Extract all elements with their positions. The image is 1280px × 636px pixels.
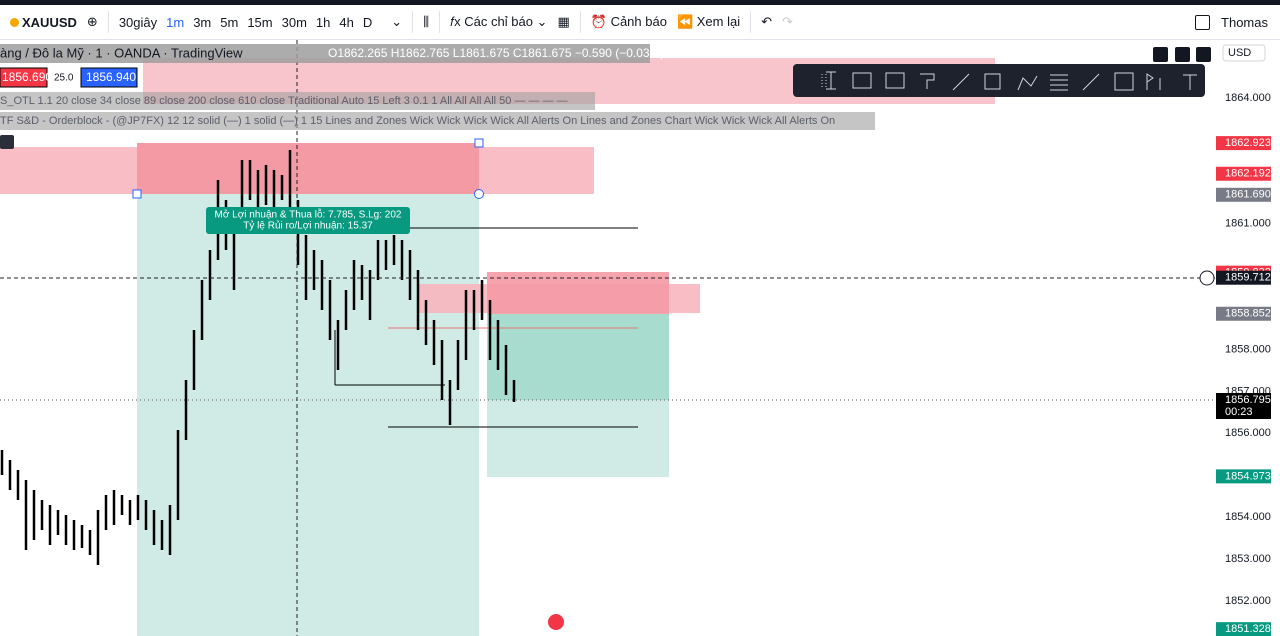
price-label: 1864.000 — [1225, 92, 1271, 104]
price-badge-text: 1854.973 — [1225, 470, 1271, 482]
handle[interactable] — [132, 189, 142, 199]
axis-button[interactable] — [1153, 47, 1168, 62]
sell-price: 1856.690 — [2, 70, 52, 84]
price-badge-text: 1861.690 — [1225, 189, 1271, 201]
indicator-bg — [0, 112, 875, 130]
layouts[interactable]: ▦ — [557, 14, 570, 29]
interval[interactable]: 4h — [339, 14, 354, 30]
interval[interactable]: 15m — [247, 14, 273, 30]
interval[interactable]: 30giây — [118, 14, 158, 30]
checkbox[interactable] — [1195, 14, 1210, 30]
collapse-button[interactable] — [0, 135, 14, 149]
indicator-bg — [0, 92, 595, 110]
alerts-button[interactable]: ⏰ Cảnh báo — [590, 14, 667, 29]
buy-price: 1856.940 — [86, 70, 136, 84]
indicators-text: Các chỉ báo — [464, 14, 533, 29]
price-axis — [1215, 40, 1280, 636]
price-badge-text: 1851.328 — [1225, 623, 1271, 635]
redo[interactable]: ↷ — [782, 14, 793, 29]
replay-button[interactable]: ⏪ Xem lại — [676, 14, 741, 29]
price-badge — [1216, 306, 1271, 321]
target-zone — [487, 400, 669, 477]
axis-button[interactable] — [1196, 47, 1211, 62]
event-flag[interactable] — [548, 614, 564, 630]
alerts-text: Cảnh báo — [610, 14, 667, 29]
target-zone — [137, 194, 479, 636]
stop-zone — [487, 272, 669, 314]
symbol[interactable]: XAUUSD — [10, 15, 77, 30]
currency: USD — [1228, 47, 1251, 59]
handle[interactable] — [474, 189, 484, 199]
drawing-tools[interactable] — [821, 71, 1197, 91]
price-badge — [1216, 166, 1271, 181]
position-label-box — [206, 207, 410, 234]
buy-button[interactable] — [80, 67, 138, 88]
interval[interactable]: 3m — [193, 14, 212, 30]
stop-zone — [137, 143, 479, 194]
legend-bg — [0, 44, 650, 63]
axis-button[interactable] — [1175, 47, 1190, 62]
currency-button[interactable] — [1222, 44, 1266, 62]
indicator-legend[interactable]: TF S&D - Orderblock - (@JP7FX) 12 12 sol… — [0, 115, 835, 127]
price-badge — [1216, 136, 1271, 151]
crosshair-plus[interactable] — [1199, 270, 1215, 286]
countdown: 00:23 — [1225, 406, 1253, 418]
price-label: 1858.000 — [1225, 343, 1271, 355]
top-toolbar: XAUUSD ⊕ 30giây 1m 3m 5m 15m 30m 1h 4h D ⌄ ⫼ 𝑓x … — [0, 0, 1280, 40]
interval[interactable]: 1m — [166, 14, 185, 30]
user-name[interactable]: Thomas — [1221, 14, 1268, 30]
interval[interactable]: 5m — [220, 14, 239, 30]
sell-button[interactable] — [0, 67, 48, 88]
symbol-text: XAUUSD — [22, 14, 77, 30]
price-badge — [1216, 469, 1271, 484]
interval[interactable]: 30m — [281, 14, 307, 30]
interval-menu[interactable]: ⌄ — [391, 14, 403, 29]
replay-text: Xem lại — [696, 14, 741, 29]
price-badge-text: 1862.192 — [1225, 168, 1271, 180]
drawing-toolbar — [793, 64, 1205, 97]
price-badge-text: 1859.712 — [1225, 272, 1271, 284]
legend-ohlc: O1862.265 H1862.765 L1861.675 C1861.675 … — [328, 46, 664, 60]
undo[interactable]: ↶ — [761, 14, 773, 29]
position-label: Tỷ lệ Rủi ro/Lợi nhuận: 15.37 — [243, 220, 373, 232]
handle[interactable] — [474, 138, 484, 148]
chart-type[interactable]: ⫼ — [423, 14, 430, 29]
price-badge-text: 1862.923 — [1225, 137, 1271, 149]
legend-title: àng / Đô la Mỹ · 1 · OANDA · TradingView — [0, 45, 243, 60]
chart: Mở Lợi nhuận & Thua lỗ: 7.785, S.Lg: 202… — [0, 40, 1280, 636]
price-label: 1853.000 — [1225, 553, 1271, 565]
price-badge-text: 1858.852 — [1225, 308, 1271, 320]
price-label: 1854.000 — [1225, 511, 1271, 523]
interval[interactable]: D — [362, 14, 373, 30]
indicator-legend[interactable]: S_OTL 1.1 20 close 34 close 89 close 200… — [0, 95, 568, 107]
position-label: Mở Lợi nhuận & Thua lỗ: 7.785, S.Lg: 202 — [215, 208, 402, 221]
add-symbol[interactable]: ⊕ — [86, 14, 98, 29]
price-badge — [1216, 622, 1271, 636]
indicators-button[interactable]: 𝑓x Các chỉ báo ⌄ — [450, 14, 548, 29]
price-badge — [1216, 187, 1271, 202]
price-label: 1861.000 — [1225, 218, 1271, 230]
price-badge — [1216, 270, 1271, 285]
spread: 25.0 — [54, 73, 74, 84]
interval-list: 30giây 1m 3m 5m 15m 30m 1h 4h D — [119, 15, 381, 30]
interval[interactable]: 1h — [315, 14, 331, 30]
price-badge — [1216, 392, 1271, 419]
price-label: 1852.000 — [1225, 595, 1271, 607]
price-axis-labels: 1864.0001861.0001858.0001857.0001856.000… — [1216, 92, 1271, 636]
price-badge-text: 1856.795 — [1225, 394, 1271, 406]
price-label: 1856.000 — [1225, 427, 1271, 439]
